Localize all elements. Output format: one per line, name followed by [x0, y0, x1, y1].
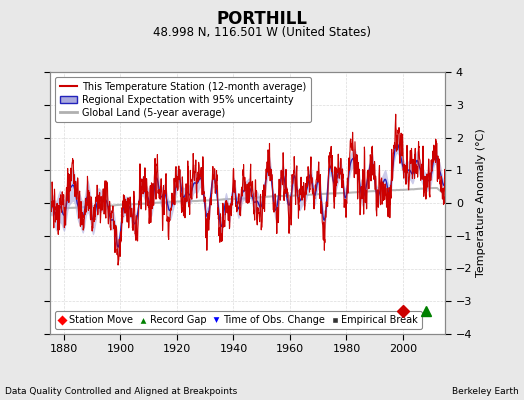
Text: 48.998 N, 116.501 W (United States): 48.998 N, 116.501 W (United States)	[153, 26, 371, 39]
Y-axis label: Temperature Anomaly (°C): Temperature Anomaly (°C)	[476, 129, 486, 277]
Text: Data Quality Controlled and Aligned at Breakpoints: Data Quality Controlled and Aligned at B…	[5, 387, 237, 396]
Text: PORTHILL: PORTHILL	[216, 10, 308, 28]
Text: Berkeley Earth: Berkeley Earth	[452, 387, 519, 396]
Legend: Station Move, Record Gap, Time of Obs. Change, Empirical Break: Station Move, Record Gap, Time of Obs. C…	[54, 311, 422, 329]
